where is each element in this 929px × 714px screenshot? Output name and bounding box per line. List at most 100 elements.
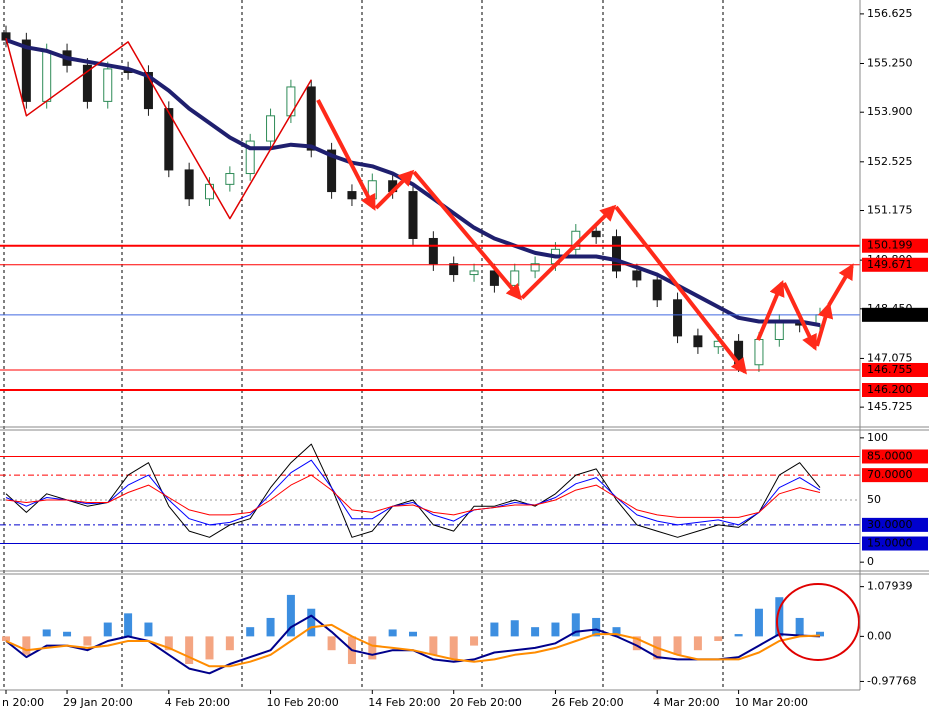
candle-body (103, 68, 113, 102)
histogram-bar (551, 622, 560, 637)
histogram-bar (83, 636, 92, 646)
histogram-bar (185, 636, 194, 665)
histogram-bar (124, 613, 133, 637)
histogram-bar (307, 608, 316, 637)
frame (0, 0, 929, 691)
histogram-bar (816, 631, 824, 637)
y-tick-label: 153.900 (867, 105, 913, 118)
y-tick-label: 145.725 (867, 400, 913, 413)
annotation-arrows (316, 99, 854, 375)
y-tick-label: 0 (867, 555, 874, 568)
histogram-bar (42, 629, 51, 637)
price-box (862, 468, 928, 483)
histogram-bar (531, 627, 540, 637)
histogram-bar (164, 636, 173, 651)
histogram-bar (429, 636, 438, 655)
price-box-label: 15.0000 (867, 537, 913, 550)
price-box (862, 362, 928, 377)
candle-body (266, 115, 276, 142)
highlight-circle (776, 583, 860, 661)
histogram-bar (490, 622, 499, 637)
candle-body (286, 86, 296, 117)
candle-body (510, 270, 520, 286)
histogram-bar (592, 617, 601, 637)
candle-body (347, 191, 357, 200)
x-tick-label: 10 Mar 20:00 (735, 696, 808, 709)
price-box (862, 517, 928, 532)
histogram-bar (266, 617, 275, 637)
price-box-label: 146.200 (867, 383, 913, 396)
histogram-bar (225, 636, 234, 651)
price-box-label: 148.284 (867, 308, 913, 321)
histogram-bar (754, 608, 763, 637)
y-tick-label: 155.250 (867, 56, 913, 69)
price-box-label: 85.0000 (867, 449, 913, 462)
price-box (862, 449, 928, 464)
x-tick-label: 4 Mar 20:00 (653, 696, 719, 709)
candle-body (632, 270, 642, 281)
histogram-bar (775, 597, 784, 637)
histogram-bar (327, 636, 336, 651)
plot-layer (0, 25, 860, 675)
y-tick-label: 151.175 (867, 204, 913, 217)
histogram-bar (714, 636, 723, 641)
histogram-bar (510, 620, 519, 637)
histogram-bar (63, 631, 72, 637)
candle-body (245, 140, 255, 175)
histogram-bar (205, 636, 214, 660)
candle-body (408, 191, 418, 239)
histogram-bar (144, 622, 153, 637)
y-tick-label: 1.07939 (867, 580, 913, 593)
histogram-bar (571, 613, 580, 637)
histogram-bar (470, 636, 479, 646)
histogram-bar (22, 636, 31, 655)
level-label: 50 (867, 493, 881, 506)
candle-body (449, 263, 459, 276)
candle-body (225, 173, 235, 185)
candle-body (306, 86, 316, 151)
x-tick-label: 20 Feb 20:00 (450, 696, 522, 709)
candle-body (327, 149, 337, 193)
x-tick-label: 4 Feb 20:00 (165, 696, 230, 709)
candle-body (469, 270, 479, 276)
candle-body (530, 263, 540, 272)
zigzag (5, 38, 312, 220)
candle-body (652, 279, 662, 301)
candle-body (693, 335, 703, 348)
candle-body (42, 50, 52, 102)
histogram-bar (673, 636, 682, 655)
x-tick-label: 29 Jan 20:00 (63, 696, 133, 709)
candle-body (612, 236, 621, 272)
candle-body (673, 299, 683, 337)
price-box (862, 257, 928, 272)
macd-line (5, 623, 821, 668)
histogram-bar (286, 594, 295, 637)
histogram-bar (734, 634, 743, 637)
y-tick-label: 152.525 (867, 155, 913, 168)
histogram-bar (246, 627, 255, 637)
histogram-bar (103, 622, 112, 637)
histogram-bar (632, 636, 641, 651)
candle-body (21, 39, 31, 102)
candle-body (82, 64, 92, 102)
y-tick-label: 156.625 (867, 7, 913, 20)
price-box (862, 307, 928, 322)
price-box-label: 30.0000 (867, 518, 913, 531)
price-box-label: 150.199 (867, 239, 913, 252)
candle-body (591, 230, 601, 238)
oscillator-line (5, 474, 821, 518)
candle-body (184, 169, 194, 200)
price-box (862, 238, 928, 253)
y-tick-label: 100 (867, 431, 888, 444)
x-tick-label: 10 Feb 20:00 (267, 696, 339, 709)
candle-body (428, 237, 438, 265)
candle-body (774, 320, 784, 340)
y-tick-label: 147.075 (867, 351, 913, 364)
candle-body (143, 72, 153, 110)
x-tick-label: 14 Feb 20:00 (368, 696, 440, 709)
histogram-bar (612, 627, 621, 637)
oscillator-line (5, 459, 821, 526)
price-box-label: 149.671 (867, 258, 913, 271)
candle-body (489, 270, 499, 286)
